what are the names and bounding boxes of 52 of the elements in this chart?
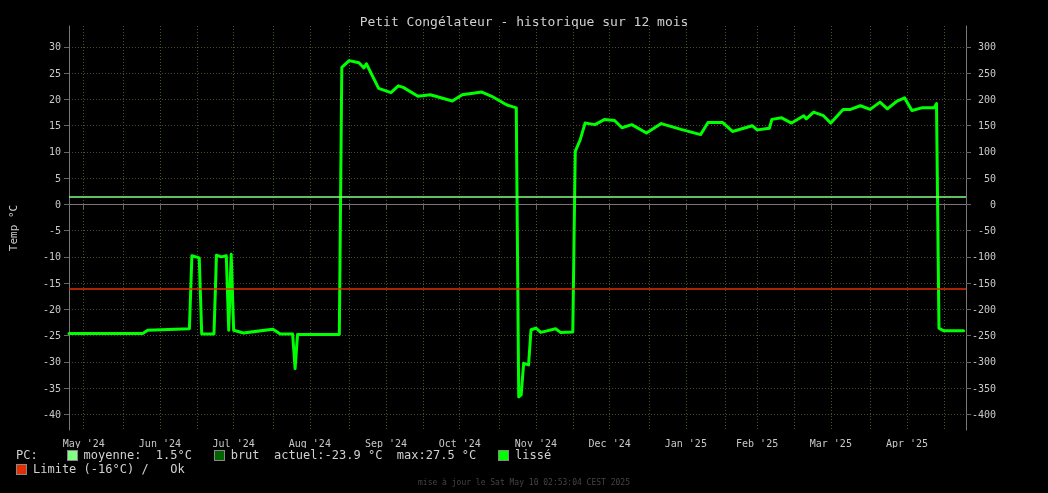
y2-tick-label: -400 bbox=[971, 408, 996, 420]
y2-tick-label: -350 bbox=[971, 382, 996, 394]
y-tick-label: -10 bbox=[42, 251, 61, 263]
y-tick-label: -15 bbox=[42, 277, 61, 289]
y-axis-title: Temp °C bbox=[7, 204, 20, 252]
y2-tick-label: 250 bbox=[977, 67, 996, 79]
text: / Ok bbox=[141, 462, 185, 476]
legend-label: lissé bbox=[515, 448, 552, 462]
x-tick-label: May '24 bbox=[62, 437, 105, 449]
y2-tick-label: -250 bbox=[971, 330, 996, 342]
x-tick-label: Jul '24 bbox=[212, 437, 255, 449]
y2-tick-label: -100 bbox=[971, 251, 996, 263]
y2-tick-label: 0 bbox=[989, 198, 996, 210]
y-tick-label: 25 bbox=[48, 67, 61, 79]
x-tick-label: Aug '24 bbox=[288, 437, 331, 449]
text: actuel:-23.9 °C max:27.5 °C bbox=[274, 448, 477, 462]
legend-label: Limite (-16°C) bbox=[33, 462, 135, 476]
x-tick-label: Nov '24 bbox=[514, 437, 558, 449]
y-tick-label: -20 bbox=[42, 303, 61, 315]
x-tick-label: Jan '25 bbox=[664, 437, 707, 449]
x-tick-label: Mar '25 bbox=[809, 437, 852, 449]
chart-title: Petit Congélateur - historique sur 12 mois bbox=[359, 14, 689, 29]
text: PC: bbox=[16, 448, 38, 462]
y-tick-label: 15 bbox=[48, 120, 61, 132]
y-tick-label: -35 bbox=[42, 382, 61, 394]
y-tick-label: 30 bbox=[48, 41, 61, 53]
y-tick-label: -25 bbox=[42, 330, 61, 342]
y-tick-label: -40 bbox=[42, 408, 61, 420]
y2-tick-label: -150 bbox=[971, 277, 996, 289]
y2-tick-label: -300 bbox=[971, 356, 996, 368]
x-tick-label: Oct '24 bbox=[438, 437, 481, 449]
y2-tick-label: -200 bbox=[971, 303, 996, 315]
y2-tick-label: 200 bbox=[977, 93, 996, 105]
y2-tick-label: 150 bbox=[977, 120, 996, 132]
y-tick-label: 20 bbox=[48, 93, 61, 105]
y2-tick-label: -50 bbox=[977, 225, 996, 237]
legend-label: moyenne: 1.5°C bbox=[83, 448, 192, 462]
x-tick-label: Jun '24 bbox=[138, 437, 182, 449]
y-tick-label: 0 bbox=[54, 198, 61, 210]
y-tick-label: 5 bbox=[54, 172, 61, 184]
x-tick-label: Feb '25 bbox=[736, 437, 779, 449]
y-tick-label: 10 bbox=[48, 146, 61, 158]
y2-tick-label: 300 bbox=[977, 41, 996, 53]
line-series bbox=[67, 59, 966, 399]
x-tick-label: Sep '24 bbox=[364, 437, 408, 449]
y2-tick-label: 50 bbox=[983, 172, 996, 184]
y-tick-label: -5 bbox=[48, 225, 61, 237]
y-tick-label: -30 bbox=[42, 356, 61, 368]
y2-tick-label: 100 bbox=[977, 146, 996, 158]
x-tick-label: Apr '25 bbox=[885, 437, 929, 449]
legend-label: brut bbox=[230, 448, 260, 462]
x-tick-label: Dec '24 bbox=[588, 437, 631, 449]
